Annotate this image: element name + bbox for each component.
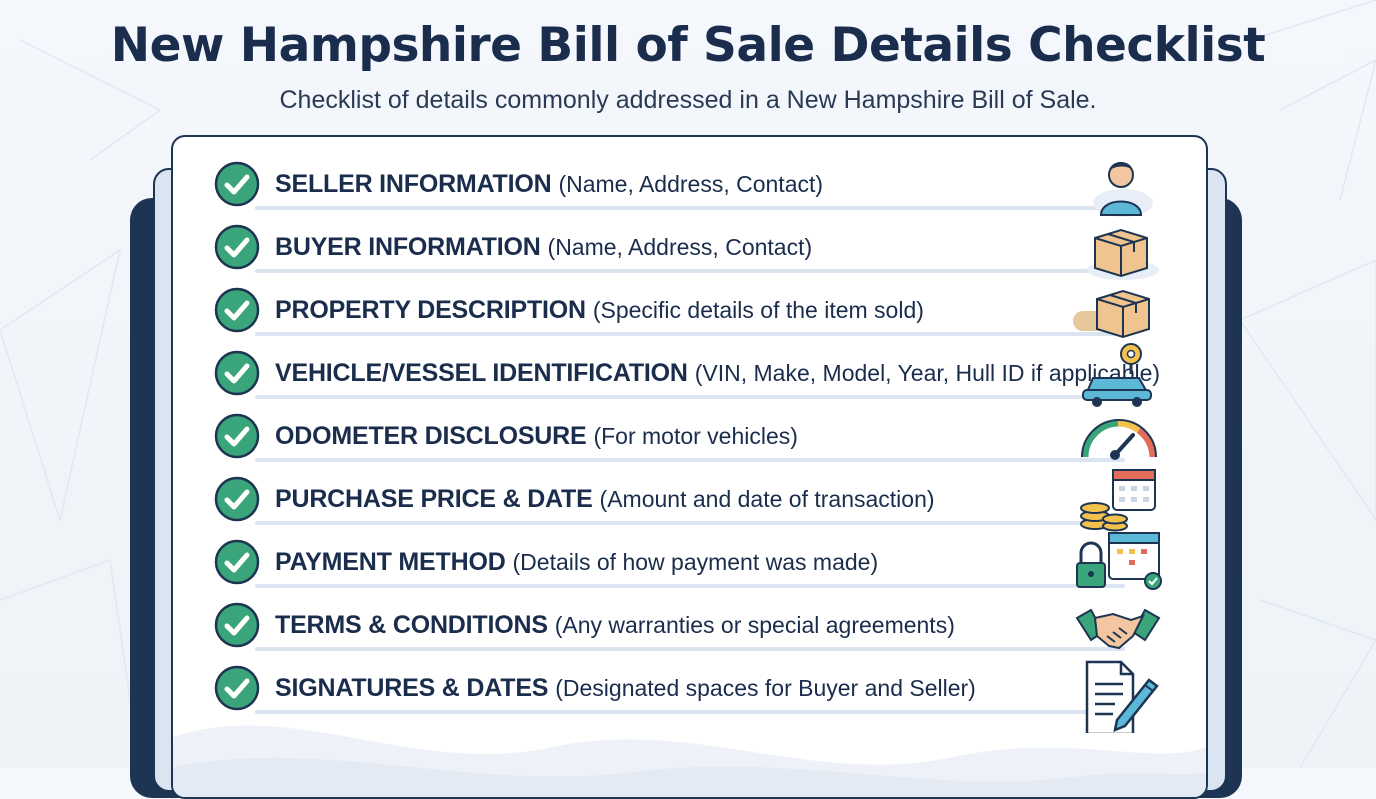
- check-icon: [214, 476, 260, 522]
- item-label: PROPERTY DESCRIPTION: [275, 296, 586, 324]
- item-detail: (Name, Address, Contact): [547, 234, 813, 260]
- checklist-item-text: PURCHASE PRICE & DATE (Amount and date o…: [275, 484, 935, 514]
- checklist-item-text: BUYER INFORMATION (Name, Address, Contac…: [275, 232, 812, 262]
- check-icon: [214, 161, 260, 207]
- checklist-item: PROPERTY DESCRIPTION (Specific details o…: [173, 287, 1206, 339]
- item-detail: (Designated spaces for Buyer and Seller): [555, 675, 976, 701]
- item-detail: (VIN, Make, Model, Year, Hull ID if appl…: [694, 360, 1161, 386]
- item-label: VEHICLE/VESSEL IDENTIFICATION: [275, 359, 688, 387]
- check-icon: [214, 602, 260, 648]
- check-icon: [214, 665, 260, 711]
- item-label: PURCHASE PRICE & DATE: [275, 485, 593, 513]
- checklist-item: VEHICLE/VESSEL IDENTIFICATION (VIN, Make…: [173, 343, 1206, 407]
- item-detail: (Name, Address, Contact): [558, 171, 824, 197]
- checklist-item: TERMS & CONDITIONS (Any warranties or sp…: [173, 602, 1206, 654]
- check-icon: [214, 224, 260, 270]
- row-divider: [255, 710, 1125, 714]
- checklist-item: PURCHASE PRICE & DATE (Amount and date o…: [173, 469, 1206, 532]
- checklist-item: PAYMENT METHOD (Details of how payment w…: [173, 532, 1206, 591]
- row-divider: [255, 206, 1125, 210]
- check-icon: [214, 350, 260, 396]
- check-icon: [214, 287, 260, 333]
- item-label: PAYMENT METHOD: [275, 548, 506, 576]
- item-detail: (Any warranties or special agreements): [554, 612, 955, 638]
- person-icon: [1093, 162, 1153, 217]
- item-label: SIGNATURES & DATES: [275, 674, 549, 702]
- row-divider: [255, 458, 1125, 462]
- coins-calendar-icon: [1080, 469, 1156, 532]
- checklist-item-text: PAYMENT METHOD (Details of how payment w…: [275, 547, 878, 577]
- car-key-icon: [1082, 343, 1152, 407]
- checklist-item: ODOMETER DISCLOSURE (For motor vehicles): [173, 413, 1206, 465]
- item-detail: (Amount and date of transaction): [599, 486, 935, 512]
- box-icon: [1087, 228, 1159, 280]
- row-divider: [255, 647, 1125, 651]
- item-label: SELLER INFORMATION: [275, 170, 552, 198]
- row-divider: [255, 521, 1125, 525]
- item-label: BUYER INFORMATION: [275, 233, 541, 261]
- checklist-item-text: SELLER INFORMATION (Name, Address, Conta…: [275, 169, 823, 199]
- checklist-item-text: SIGNATURES & DATES (Designated spaces fo…: [275, 673, 976, 703]
- item-label: ODOMETER DISCLOSURE: [275, 422, 587, 450]
- row-divider: [255, 269, 1125, 273]
- check-icon: [214, 539, 260, 585]
- page-title: New Hampshire Bill of Sale Details Check…: [110, 18, 1266, 73]
- checklist-item-text: ODOMETER DISCLOSURE (For motor vehicles): [275, 421, 798, 451]
- lock-calendar-icon: [1076, 532, 1162, 590]
- background-pattern: [0, 0, 1376, 768]
- checklist-item: BUYER INFORMATION (Name, Address, Contac…: [173, 224, 1206, 280]
- row-divider: [255, 332, 1125, 336]
- item-detail: (Specific details of the item sold): [592, 297, 924, 323]
- checklist-item-text: TERMS & CONDITIONS (Any warranties or sp…: [275, 610, 955, 640]
- checklist-item: SIGNATURES & DATES (Designated spaces fo…: [173, 660, 1206, 733]
- item-detail: (Details of how payment was made): [512, 549, 879, 575]
- package-icon: [1073, 289, 1150, 339]
- item-detail: (For motor vehicles): [593, 423, 798, 449]
- check-icon: [214, 413, 260, 459]
- handshake-icon: [1075, 608, 1161, 650]
- item-label: TERMS & CONDITIONS: [275, 611, 548, 639]
- page-subtitle: Checklist of details commonly addressed …: [279, 86, 1097, 114]
- checklist-item: SELLER INFORMATION (Name, Address, Conta…: [173, 161, 1206, 217]
- checklist-item-text: VEHICLE/VESSEL IDENTIFICATION (VIN, Make…: [275, 358, 1160, 388]
- checklist-card: SELLER INFORMATION (Name, Address, Conta…: [171, 135, 1208, 799]
- checklist-item-text: PROPERTY DESCRIPTION (Specific details o…: [275, 295, 924, 325]
- row-divider: [255, 584, 1125, 588]
- document-pen-icon: [1085, 660, 1159, 733]
- gauge-icon: [1081, 419, 1157, 460]
- row-divider: [255, 395, 1125, 399]
